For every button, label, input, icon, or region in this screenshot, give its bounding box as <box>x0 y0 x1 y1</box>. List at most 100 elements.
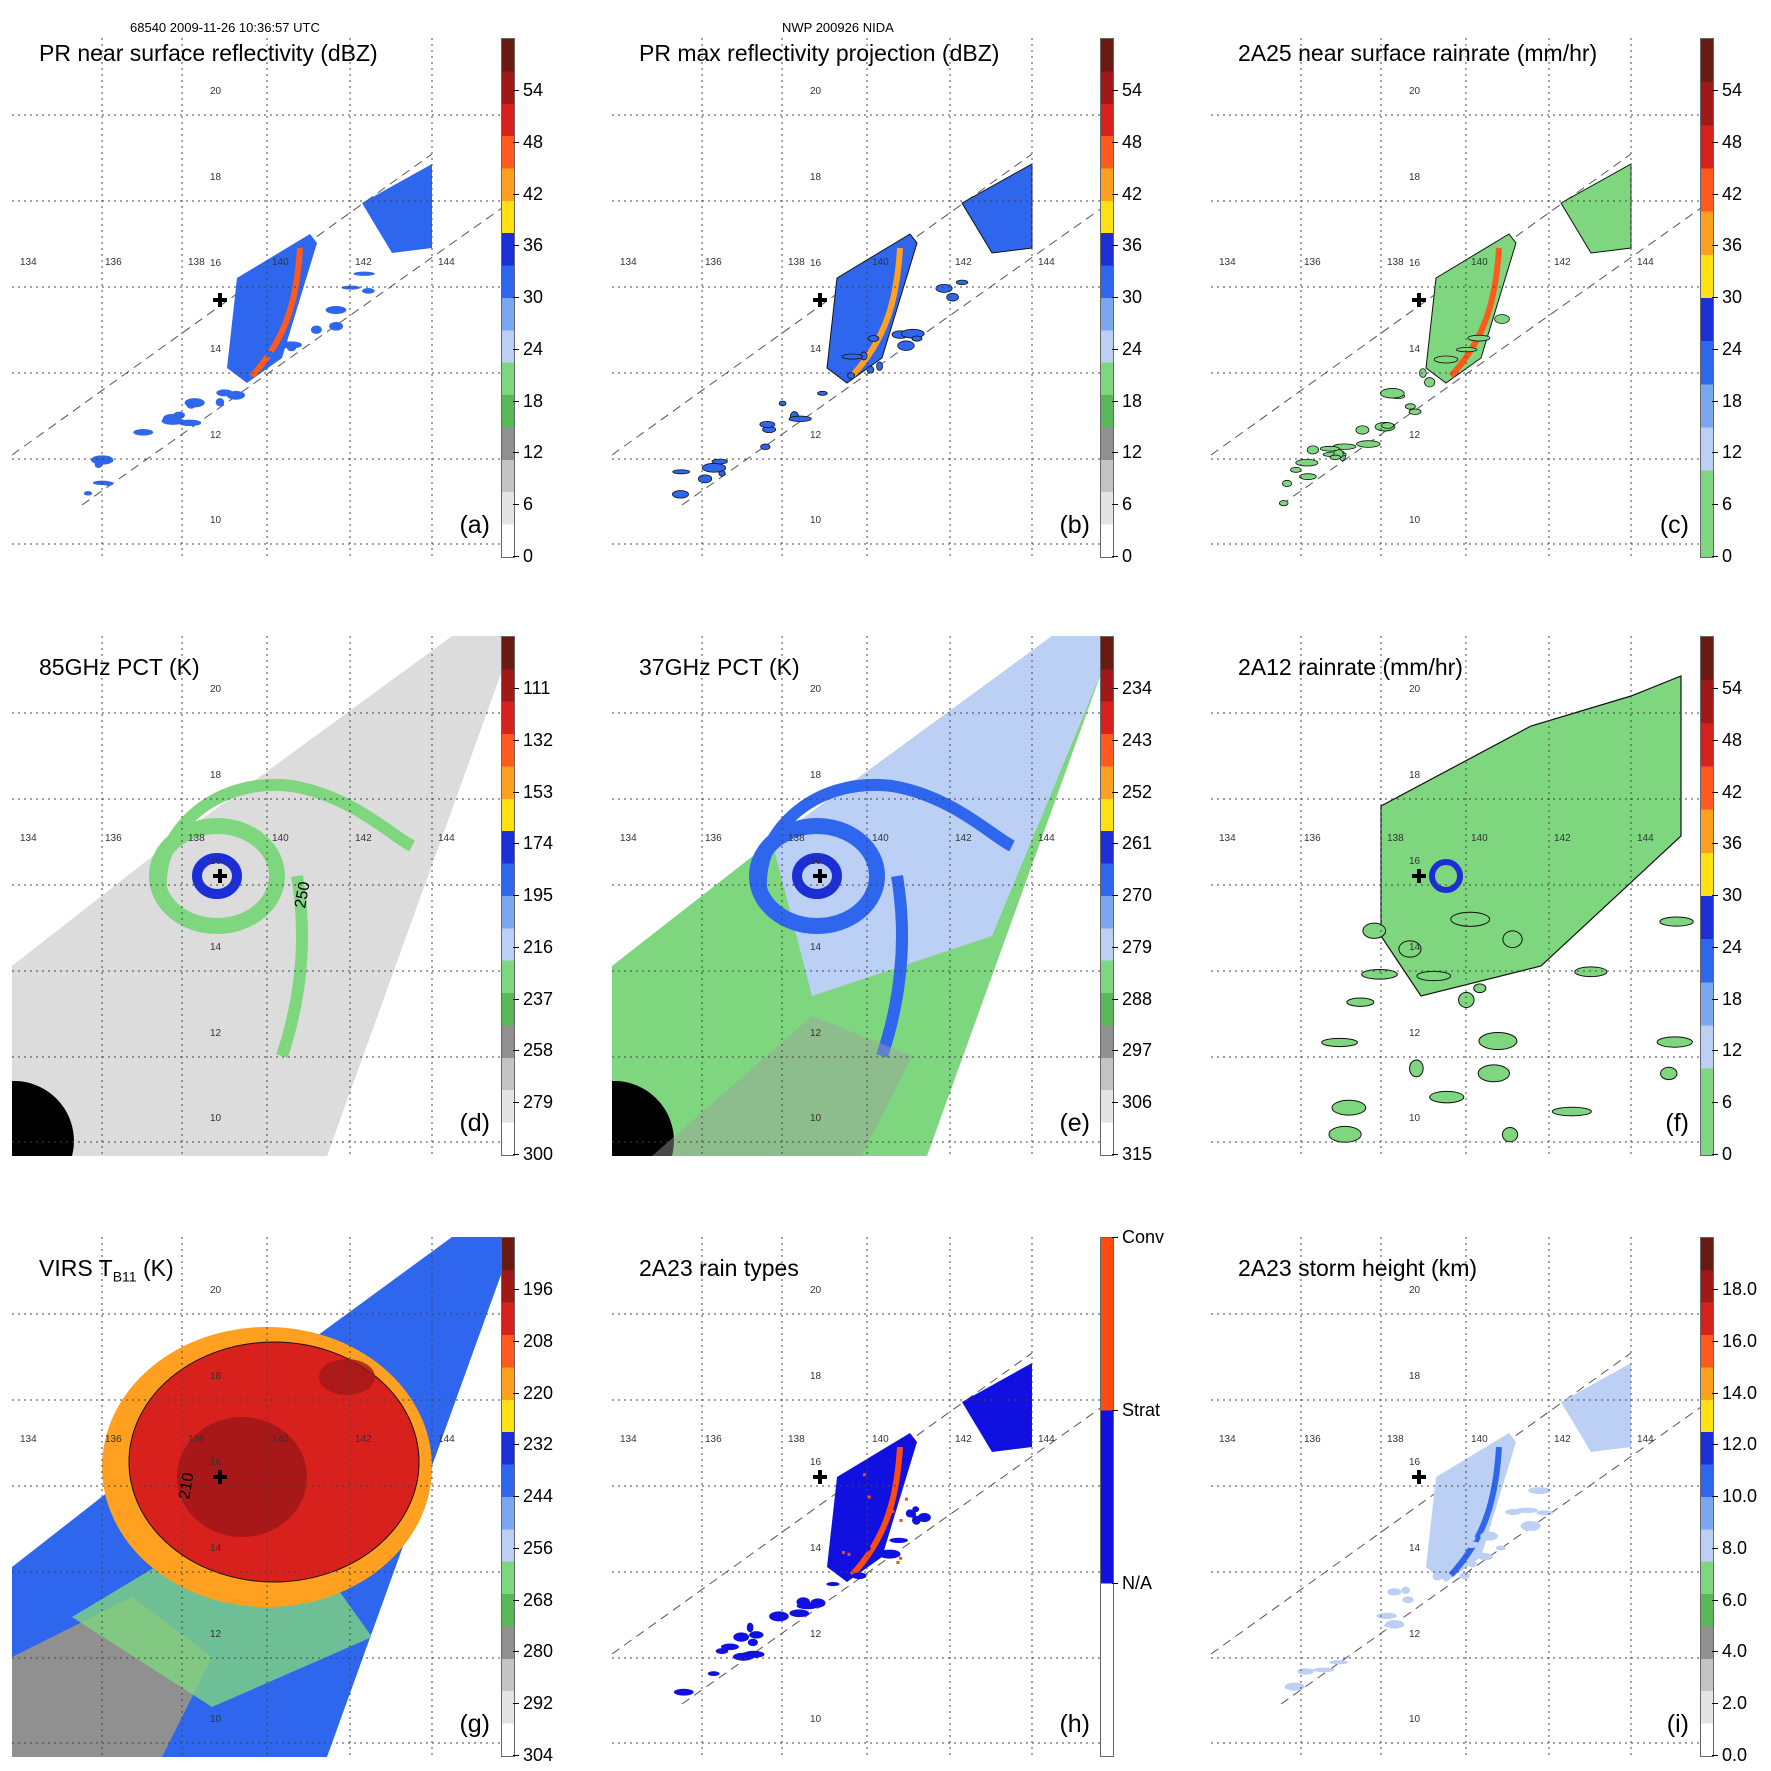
rain-cell <box>935 283 953 293</box>
colorbar-tick-label: 196 <box>523 1279 554 1299</box>
rain-cell <box>362 164 432 253</box>
rain-cell <box>911 1515 921 1525</box>
colorbar-tick-mark <box>1712 1289 1718 1290</box>
colorbar-tick-mark <box>1712 1703 1718 1705</box>
rain-cell <box>1458 991 1475 1009</box>
lon-label: 136 <box>105 1434 122 1445</box>
panel-title: 2A25 near surface rainrate (mm/hr) <box>1238 40 1598 66</box>
lon-label: 134 <box>620 1434 637 1445</box>
lon-label: 134 <box>1219 257 1236 268</box>
colorbar-tick-mark <box>1112 946 1118 948</box>
conv-pixel <box>842 1550 846 1554</box>
colorbar-tick-label: 48 <box>1122 131 1143 152</box>
lon-label: 134 <box>20 833 37 844</box>
lat-label: 12 <box>810 1629 822 1640</box>
lon-label: 144 <box>1038 833 1055 844</box>
colorbar-tick-label: 256 <box>523 1537 554 1558</box>
rain-cell <box>1313 1667 1335 1673</box>
swath-edge <box>681 207 1102 506</box>
lon-label: 136 <box>705 257 722 268</box>
colorbar-tick-mark <box>1712 141 1718 143</box>
rain-cell <box>1660 1066 1678 1081</box>
colorbar-tick-label: 36 <box>1722 833 1743 854</box>
lon-label: 134 <box>620 257 637 268</box>
rain-cell <box>707 1671 720 1677</box>
panel-label: (b) <box>1059 511 1090 539</box>
storm-center-marker <box>213 1470 227 1484</box>
spiral-band <box>154 778 415 897</box>
lat-label: 12 <box>210 430 222 441</box>
colorbar-tick-mark <box>1712 504 1718 506</box>
lon-label: 140 <box>872 1434 889 1445</box>
panel-title: 2A23 storm height (km) <box>1238 1255 1478 1281</box>
lon-label: 140 <box>1471 257 1488 268</box>
colorbar-tick-label: 24 <box>1722 338 1743 359</box>
colorbar-tick-mark <box>1112 245 1118 247</box>
colorbar-tick-mark <box>1712 688 1718 689</box>
lat-label: 18 <box>810 172 822 183</box>
colorbar-tick-mark <box>513 1651 519 1653</box>
rain-cell <box>1468 1560 1477 1568</box>
rain-cell <box>1381 422 1395 429</box>
lat-label: 14 <box>210 942 222 953</box>
panel-label: (e) <box>1059 1109 1090 1137</box>
colorbar-b: 54 48 42 36 30 24 18 12 6 0 <box>1100 38 1170 565</box>
colorbar-tick-label: 30 <box>523 287 544 308</box>
rain-cell <box>810 1598 826 1608</box>
lon-label: 136 <box>705 833 722 844</box>
colorbar-tick-label: 48 <box>523 131 544 152</box>
header-storm-name: NWP 200926 NIDA <box>782 20 894 35</box>
spiral-band <box>276 875 308 1058</box>
colorbar-tick-mark <box>513 1599 519 1601</box>
colorbar-tick-mark <box>1712 348 1718 350</box>
colorbar-tick-label: 132 <box>523 729 554 750</box>
lon-label: 138 <box>788 257 805 268</box>
colorbar-tick-mark <box>513 1050 519 1052</box>
colorbar-tick-label: 216 <box>523 936 554 957</box>
lon-label: 134 <box>20 257 37 268</box>
colorbar-tick-mark <box>1112 1154 1118 1155</box>
rain-cell <box>215 398 225 407</box>
conv-pixel <box>891 1509 895 1513</box>
rain-cell <box>673 1688 694 1696</box>
colorbar-tick-mark <box>513 1289 519 1290</box>
lat-label: 16 <box>1409 258 1421 269</box>
rain-cell <box>697 474 713 484</box>
spiral-band <box>876 875 908 1058</box>
map-g <box>12 1237 502 1757</box>
colorbar-tick-label: 54 <box>1722 80 1743 100</box>
rain-cell <box>955 279 969 286</box>
colorbar-tick-label: 10.0 <box>1722 1486 1758 1507</box>
colorbar-tick-mark <box>513 400 519 402</box>
panel-c: 20 18 16 14 12 10 134 136 138 140 142 144 2A25 near … <box>1211 38 1701 558</box>
colorbar-tick-mark <box>513 998 519 1000</box>
storm-center-marker <box>1412 869 1426 883</box>
colorbar-tick-mark <box>1112 1102 1118 1104</box>
colorbar-tick-label: 153 <box>523 781 554 802</box>
rain-cell <box>1501 1127 1519 1143</box>
colorbar-tick-mark <box>1712 90 1718 91</box>
colorbar-tick-mark <box>1712 556 1718 557</box>
colorbar-tick-mark <box>513 452 519 454</box>
lon-label: 142 <box>355 257 372 268</box>
colorbar-c: 54 48 42 36 30 24 18 12 6 0 <box>1700 38 1770 565</box>
colorbar-tick-mark <box>513 1154 519 1155</box>
rain-cell <box>1409 1059 1424 1078</box>
colorbar-tick-mark <box>1112 348 1118 350</box>
lon-label: 136 <box>105 833 122 844</box>
colorbar-tick-mark <box>1112 895 1118 897</box>
eye-ring <box>1429 859 1463 893</box>
colorbar-tick-label: 8.0 <box>1722 1537 1748 1558</box>
colorbar-tick-label: 18 <box>1722 988 1743 1009</box>
panel-d: 20 18 16 14 12 10 134 136 138 140 142 144 250 85GHz P… <box>12 636 502 1156</box>
rain-cell <box>1328 1125 1362 1143</box>
rain-cell <box>1457 1541 1480 1548</box>
lon-label: 138 <box>1387 257 1404 268</box>
rain-cell <box>866 365 875 374</box>
lon-label: 144 <box>1038 1434 1055 1445</box>
lat-label: 16 <box>810 258 822 269</box>
colorbar-tick-mark <box>1112 688 1118 689</box>
colorbar-tick-label: 174 <box>523 833 554 854</box>
conv-pixel <box>899 1556 903 1560</box>
colorbar-tick-label: 300 <box>523 1144 554 1164</box>
